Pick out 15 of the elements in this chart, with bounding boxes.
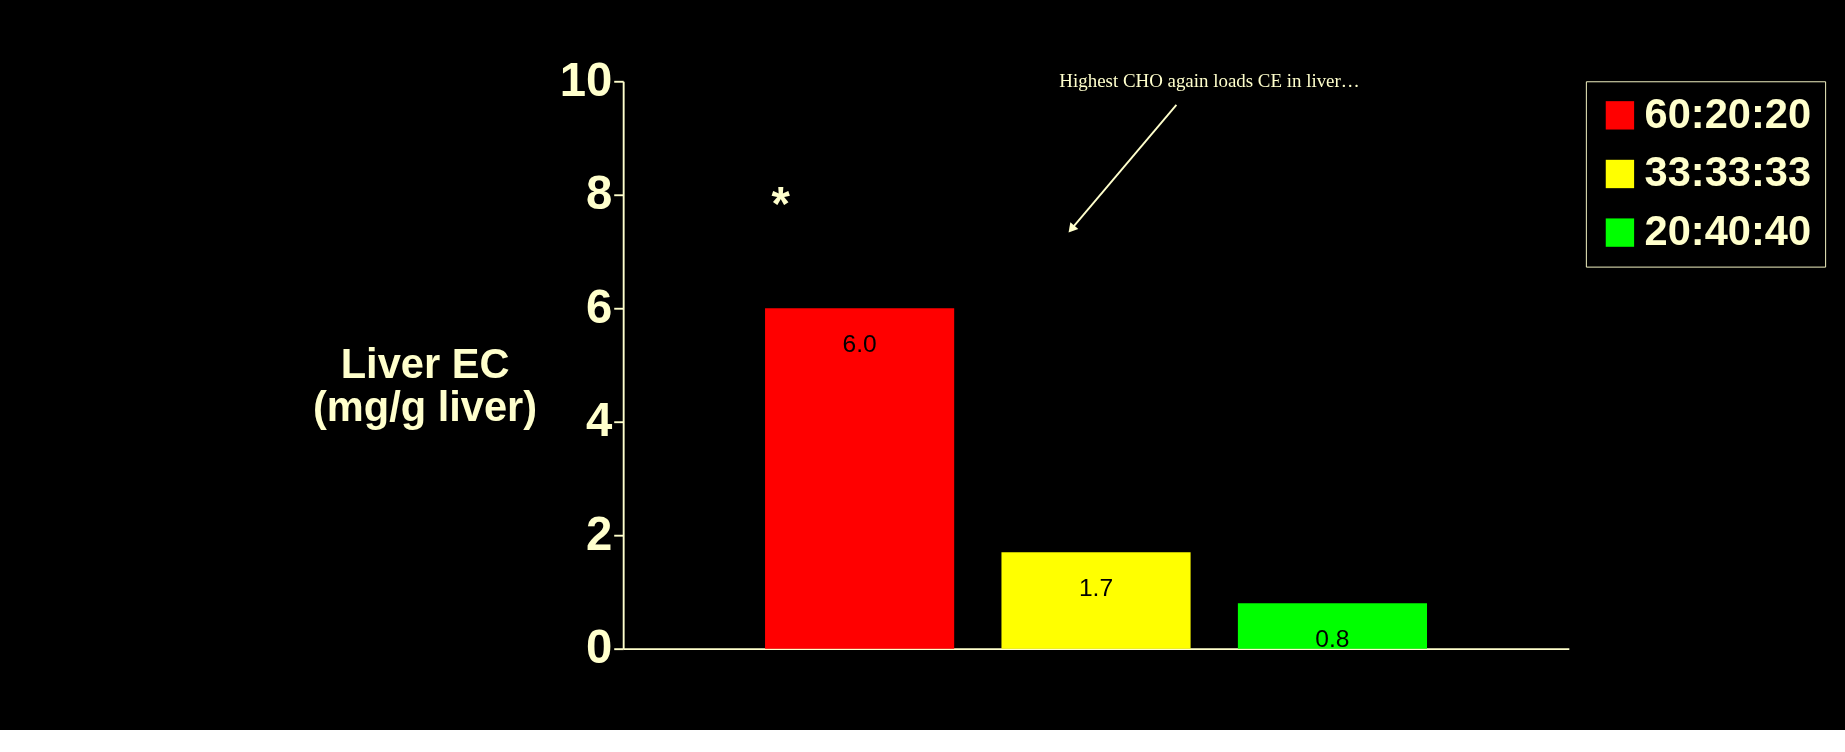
legend-label: 60:20:20: [1644, 89, 1812, 137]
data-label: 6.0: [842, 329, 877, 357]
y-axis-title: Liver EC (mg/g liver): [312, 339, 538, 431]
y-tick-label: 8: [586, 166, 613, 220]
y-tick-label: 0: [586, 620, 613, 674]
y-tick-label: 6: [586, 279, 613, 333]
y-tick-label: 4: [586, 393, 614, 447]
y-tick-label: 2: [586, 506, 613, 560]
legend-label: 33:33:33: [1644, 148, 1812, 196]
y-tick-label: 10: [559, 52, 613, 106]
data-label: 0.8: [1315, 624, 1350, 652]
annotation: Highest CHO again loads CE in liver…: [1059, 69, 1360, 91]
legend-label: 20:40:40: [1644, 206, 1812, 254]
annotation: *: [771, 177, 791, 231]
data-label: 1.7: [1078, 573, 1114, 601]
